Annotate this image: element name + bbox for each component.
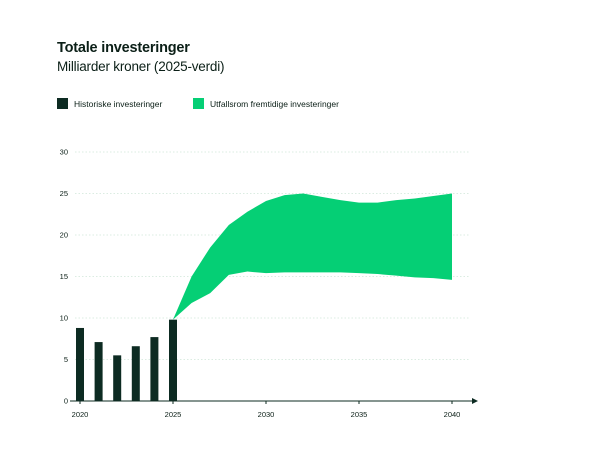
legend-item-range: Utfallsrom fremtidige investeringer <box>193 98 339 109</box>
y-tick-label-25: 25 <box>60 189 68 198</box>
y-tick-label-5: 5 <box>64 355 68 364</box>
x-tick-label-2025: 2025 <box>165 410 182 419</box>
bar-2023 <box>131 346 140 401</box>
legend-item-historical: Historiske investeringer <box>57 98 162 109</box>
chart-title: Totale investeringer <box>57 40 190 56</box>
x-tick-label-2020: 2020 <box>72 410 89 419</box>
chart-subtitle: Milliarder kroner (2025-verdi) <box>57 59 225 74</box>
bar-2024 <box>150 337 159 401</box>
x-tick-label-2035: 2035 <box>351 410 368 419</box>
bar-2022 <box>113 355 122 401</box>
bar-2021 <box>94 342 103 401</box>
y-tick-label-30: 30 <box>60 148 68 157</box>
y-tick-label-10: 10 <box>60 314 68 323</box>
legend-swatch-historical <box>57 98 68 109</box>
x-axis-arrow-icon <box>472 398 478 404</box>
legend-swatch-range <box>193 98 204 109</box>
legend-label-historical: Historiske investeringer <box>74 98 163 109</box>
y-tick-label-15: 15 <box>60 272 68 281</box>
x-tick-label-2040: 2040 <box>444 410 461 419</box>
range-band-area <box>173 193 452 320</box>
legend-label-range: Utfallsrom fremtidige investeringer <box>210 98 339 109</box>
bar-2025 <box>169 319 177 401</box>
y-tick-label-20: 20 <box>60 231 68 240</box>
y-tick-label-0: 0 <box>64 397 68 406</box>
x-tick-label-2030: 2030 <box>258 410 275 419</box>
bar-2020 <box>76 327 84 401</box>
